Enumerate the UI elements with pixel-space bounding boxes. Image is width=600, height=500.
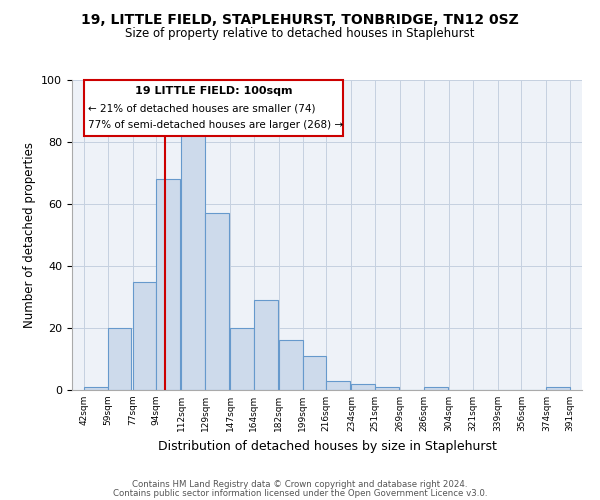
- Bar: [254, 300, 278, 390]
- Bar: [302, 356, 326, 390]
- Bar: [133, 282, 157, 390]
- Bar: [279, 340, 302, 390]
- Bar: [157, 179, 180, 390]
- Bar: [230, 328, 254, 390]
- Bar: [205, 214, 229, 390]
- Text: ← 21% of detached houses are smaller (74): ← 21% of detached houses are smaller (74…: [88, 104, 316, 114]
- Bar: [375, 387, 399, 390]
- FancyBboxPatch shape: [84, 80, 343, 136]
- Bar: [352, 384, 375, 390]
- Text: 77% of semi-detached houses are larger (268) →: 77% of semi-detached houses are larger (…: [88, 120, 343, 130]
- Text: 19, LITTLE FIELD, STAPLEHURST, TONBRIDGE, TN12 0SZ: 19, LITTLE FIELD, STAPLEHURST, TONBRIDGE…: [81, 12, 519, 26]
- Text: 19 LITTLE FIELD: 100sqm: 19 LITTLE FIELD: 100sqm: [134, 86, 292, 96]
- Bar: [181, 130, 205, 390]
- Y-axis label: Number of detached properties: Number of detached properties: [23, 142, 36, 328]
- Bar: [107, 328, 131, 390]
- Text: Contains HM Land Registry data © Crown copyright and database right 2024.: Contains HM Land Registry data © Crown c…: [132, 480, 468, 489]
- Bar: [424, 387, 448, 390]
- Bar: [547, 387, 570, 390]
- X-axis label: Distribution of detached houses by size in Staplehurst: Distribution of detached houses by size …: [158, 440, 496, 452]
- Text: Contains public sector information licensed under the Open Government Licence v3: Contains public sector information licen…: [113, 489, 487, 498]
- Bar: [326, 380, 350, 390]
- Bar: [84, 387, 107, 390]
- Text: Size of property relative to detached houses in Staplehurst: Size of property relative to detached ho…: [125, 28, 475, 40]
